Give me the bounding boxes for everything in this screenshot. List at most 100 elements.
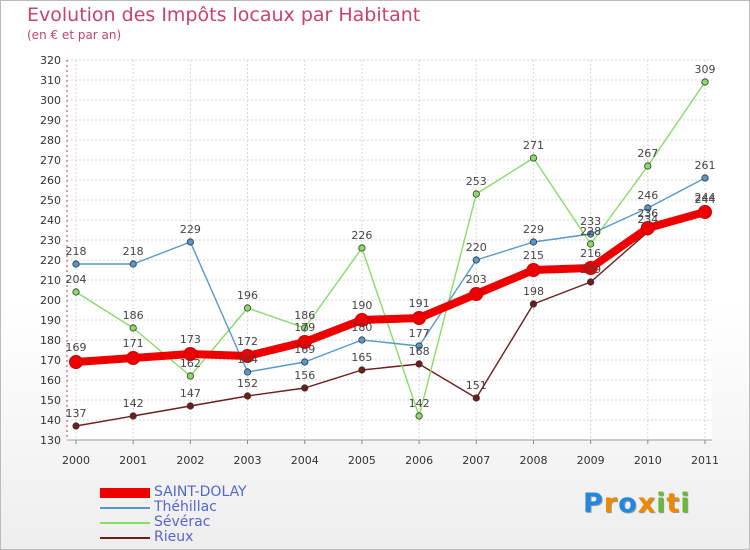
chart-subtitle: (en € et par an) <box>27 28 122 42</box>
y-tick-label: 180 <box>40 334 61 347</box>
point-severac <box>472 190 480 198</box>
y-tick-label: 310 <box>40 74 61 87</box>
data-label-thehillac: 180 <box>351 321 372 334</box>
brand-letter: i <box>680 488 691 519</box>
point-severac <box>644 162 652 170</box>
point-saint-dolay <box>526 263 541 277</box>
data-label-saint-dolay: 215 <box>523 249 544 262</box>
legend-label-thehillac: Théhillac <box>154 499 217 515</box>
legend-label-saint-dolay: SAINT-DOLAY <box>154 484 247 500</box>
brand-letter: i <box>656 488 667 519</box>
brand-letter: r <box>603 488 619 519</box>
data-label-thehillac: 218 <box>66 245 87 258</box>
data-label-severac: 228 <box>580 225 601 238</box>
data-label-thehillac: 218 <box>123 245 144 258</box>
point-rieux <box>358 366 366 374</box>
point-rieux <box>529 300 538 308</box>
data-label-severac: 267 <box>637 147 658 160</box>
data-label-thehillac: 246 <box>637 189 658 202</box>
y-tick-label: 240 <box>40 214 61 227</box>
point-saint-dolay <box>240 349 255 363</box>
y-tick-label: 280 <box>40 134 61 147</box>
brand-letter: t <box>666 488 681 519</box>
data-label-thehillac: 233 <box>580 215 601 228</box>
x-tick-label: 2010 <box>634 454 662 467</box>
data-label-saint-dolay: 236 <box>637 207 658 220</box>
point-thehillac <box>587 230 595 238</box>
data-label-rieux: 147 <box>180 387 201 400</box>
series-line-saint-dolay <box>72 208 709 366</box>
point-severac <box>301 324 309 332</box>
point-thehillac <box>243 368 252 376</box>
data-label-severac: 186 <box>294 309 315 322</box>
data-label-saint-dolay: 190 <box>351 299 372 312</box>
data-label-thehillac: 229 <box>523 223 544 236</box>
data-label-saint-dolay: 203 <box>466 273 487 286</box>
series <box>69 78 712 430</box>
y-tick-label: 220 <box>40 254 61 267</box>
x-tick-label: 2006 <box>405 454 433 467</box>
point-thehillac <box>644 204 652 212</box>
legend-swatch-rieux <box>100 537 150 539</box>
series-line-rieux <box>75 211 706 427</box>
legend-label-severac: Sévérac <box>154 514 211 530</box>
point-severac <box>243 304 252 312</box>
data-label-severac: 196 <box>237 289 258 302</box>
y-tick-label: 270 <box>40 154 61 167</box>
data-label-severac: 186 <box>123 309 144 322</box>
data-label-rieux: 142 <box>123 397 144 410</box>
data-label-rieux: 168 <box>409 345 430 358</box>
point-thehillac <box>358 336 366 344</box>
x-tick-label: 2001 <box>119 454 147 467</box>
point-severac <box>701 78 709 86</box>
y-tick-label: 300 <box>40 94 61 107</box>
data-label-rieux: 209 <box>580 263 601 276</box>
x-tick-label: 2005 <box>348 454 376 467</box>
point-thehillac <box>186 238 194 246</box>
point-saint-dolay <box>354 313 369 327</box>
y-tick-label: 260 <box>40 174 61 187</box>
point-rieux <box>301 384 309 392</box>
y-tick-label: 140 <box>40 414 61 427</box>
data-label-saint-dolay: 179 <box>294 321 315 334</box>
point-saint-dolay <box>183 347 198 361</box>
series-line-thehillac <box>75 177 706 373</box>
legend-swatch-severac <box>100 522 150 524</box>
brand-letter: P <box>583 488 604 519</box>
y-tick-label: 230 <box>40 234 61 247</box>
y-tick-label: 210 <box>40 274 61 287</box>
point-severac <box>186 372 194 380</box>
point-saint-dolay <box>583 261 598 275</box>
data-label-thehillac: 177 <box>409 327 430 340</box>
data-label-severac: 162 <box>180 357 201 370</box>
x-tick-label: 2011 <box>691 454 719 467</box>
point-saint-dolay <box>698 205 712 219</box>
legend-label-rieux: Rieux <box>154 529 194 545</box>
point-severac <box>72 288 80 296</box>
data-label-saint-dolay: 216 <box>580 247 601 260</box>
point-thehillac <box>529 238 538 246</box>
point-saint-dolay <box>469 287 484 301</box>
data-label-rieux: 152 <box>237 377 258 390</box>
point-saint-dolay <box>412 311 427 325</box>
chart-title: Evolution des Impôts locaux par Habitant <box>27 4 421 26</box>
brand-letter: x <box>637 488 657 519</box>
point-rieux <box>243 392 252 400</box>
data-label-saint-dolay: 191 <box>409 297 430 310</box>
point-rieux <box>587 278 595 286</box>
data-label-severac: 309 <box>695 63 716 76</box>
point-saint-dolay <box>640 221 655 235</box>
axes: 130 140 150 160 170 180 190 200 210 220 230 240 250 2… <box>40 54 719 467</box>
data-label-saint-dolay: 173 <box>180 333 201 346</box>
x-tick-label: 2000 <box>62 454 90 467</box>
point-thehillac <box>701 174 709 182</box>
data-label-saint-dolay: 169 <box>66 341 87 354</box>
y-tick-label: 150 <box>40 394 61 407</box>
y-tick-label: 160 <box>40 374 61 387</box>
point-thehillac <box>301 358 309 366</box>
data-label-thehillac: 220 <box>466 241 487 254</box>
point-severac <box>129 324 137 332</box>
data-label-saint-dolay: 244 <box>695 191 716 204</box>
point-rieux <box>472 394 480 402</box>
